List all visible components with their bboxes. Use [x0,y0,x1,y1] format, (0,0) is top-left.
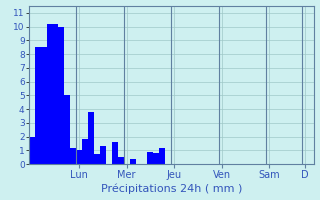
Bar [148,152,153,164]
Bar [47,24,52,164]
Bar [70,148,76,164]
Bar [88,112,94,164]
Bar [82,139,88,164]
Bar [94,154,100,164]
Bar [52,24,59,164]
Bar [159,148,165,164]
X-axis label: Précipitations 24h ( mm ): Précipitations 24h ( mm ) [100,184,242,194]
Bar [153,153,159,164]
Bar [41,47,47,164]
Bar [112,142,118,164]
Bar [35,47,41,164]
Bar [118,157,124,164]
Bar [64,95,70,164]
Bar [130,159,136,164]
Bar [76,150,82,164]
Bar [100,146,106,164]
Bar [29,137,35,164]
Bar [59,27,64,164]
